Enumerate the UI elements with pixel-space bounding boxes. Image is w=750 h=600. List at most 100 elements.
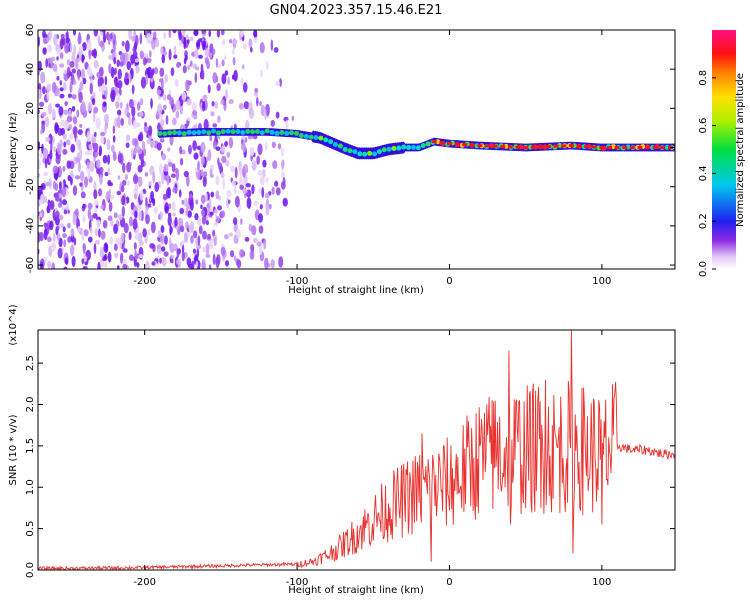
- spectrogram-noise-cell: [149, 242, 155, 249]
- spectrogram-noise-cell: [70, 228, 75, 237]
- spectrogram-noise-cell: [110, 66, 115, 79]
- spectrogram-noise-cell: [42, 85, 46, 95]
- spectrogram-noise-cell: [220, 30, 225, 36]
- spectrogram-noise-cell: [259, 42, 265, 54]
- spectrogram-noise-cell: [38, 231, 41, 243]
- spectrogram-noise-cell: [271, 186, 275, 195]
- spectrogram-noise-cell: [93, 60, 99, 69]
- spectrogram-ridge-core: [323, 137, 329, 143]
- spectrogram-noise-cell: [70, 143, 76, 153]
- spectrogram-noise-cell: [139, 32, 143, 45]
- spectrogram-noise-cell: [50, 57, 53, 68]
- spectrogram-noise-cell: [89, 226, 93, 234]
- spectrogram-noise-cell: [96, 167, 100, 175]
- spectrogram-noise-cell: [215, 175, 220, 186]
- spectrogram-frame: [37, 29, 676, 270]
- spectrogram-noise-cell: [93, 142, 99, 153]
- spectrogram-noise-cell: [67, 236, 72, 243]
- spectrogram-noise-cell: [179, 157, 184, 166]
- spectrogram-noise-cell: [160, 77, 164, 90]
- spectrogram-noise-cell: [160, 46, 164, 55]
- spectrogram-noise-cell: [133, 30, 136, 38]
- spectrogram-noise-cell: [61, 205, 65, 212]
- spectrogram-noise-cell: [238, 176, 243, 187]
- spectrogram-noise-cell: [183, 36, 187, 48]
- spectrogram-noise-cell: [73, 79, 77, 86]
- spectrogram-noise-cell: [143, 161, 146, 167]
- spectrogram-noise-cell: [216, 30, 221, 38]
- spectrogram-noise-cell: [153, 206, 158, 214]
- spectrogram-noise-cell: [207, 149, 212, 162]
- spectrogram-noise-cell: [220, 145, 226, 153]
- spectrogram-noise-cell: [38, 36, 41, 47]
- spectrogram-noise-cell: [182, 65, 187, 74]
- spectrogram-noise-cell: [190, 220, 195, 233]
- spectrogram-noise-cell: [126, 61, 132, 70]
- spectrogram-noise-cell: [250, 47, 253, 53]
- spectrogram-noise-cell: [41, 121, 45, 134]
- snr-series-line: [38, 330, 675, 570]
- spectrogram-noise-cell: [136, 101, 141, 111]
- spectrogram-noise-cell: [38, 141, 41, 151]
- spectrogram-noise-cell: [241, 64, 245, 70]
- spectrogram-noise-cell: [108, 63, 112, 74]
- spectrogram-noise-cell: [255, 96, 259, 107]
- snr-y-tick-label: 2.0: [25, 397, 36, 413]
- spectrogram-noise-cell: [133, 138, 139, 147]
- spectrogram-noise-cell: [275, 111, 280, 119]
- spectrogram-noise-cell: [190, 235, 194, 244]
- spectrogram-noise-cell: [111, 144, 115, 153]
- spectrogram-ridge-core: [391, 145, 397, 151]
- spectrogram-noise-cell: [138, 210, 142, 221]
- spectrogram-noise-cell: [179, 146, 183, 155]
- spectrogram-noise-cell: [168, 30, 172, 39]
- spectrogram-noise-cell: [63, 69, 68, 75]
- spectrogram-noise-cell: [192, 140, 198, 151]
- spectrogram-noise-cell: [116, 92, 121, 102]
- spectrogram-y-tick-label: -20: [25, 179, 36, 195]
- spectrogram-noise-cell: [282, 177, 286, 186]
- spectrogram-noise-cell: [178, 189, 182, 198]
- spectrogram-noise-cell: [96, 159, 101, 169]
- spectrogram-noise-cell: [202, 94, 208, 101]
- spectrogram-ridge-peak: [584, 145, 590, 149]
- spectrogram-noise-cell: [144, 122, 147, 127]
- spectrogram-noise-cell: [94, 207, 98, 213]
- snr-y-axis: 0.0 0.5 1.0 1.5 2.0 2.5: [25, 355, 675, 578]
- spectrogram-noise-cell: [195, 199, 199, 205]
- spectrogram-noise-cell: [202, 43, 205, 51]
- spectrogram-ridge-core: [328, 139, 334, 145]
- spectrogram-noise-cell: [249, 250, 254, 260]
- spectrogram-noise-cell: [262, 168, 266, 178]
- spectrogram-noise-cell: [186, 257, 192, 267]
- spectrogram-noise-cell: [265, 177, 269, 183]
- spectrogram-noise-cell: [159, 257, 162, 264]
- spectrogram-x-tick-label: 0: [446, 276, 452, 287]
- spectrogram-noise-cell: [250, 244, 255, 252]
- snr-x-tick-label: 0: [446, 577, 452, 588]
- spectrogram-noise-cell: [66, 66, 71, 79]
- spectrogram-noise-cell: [138, 131, 144, 142]
- spectrogram-ridge-core: [415, 145, 421, 151]
- spectrogram-ridge-core: [196, 129, 202, 135]
- spectrogram-ridge-peak: [622, 146, 628, 150]
- spectrogram-noise-cell: [52, 63, 58, 72]
- spectrogram-noise-cell: [94, 228, 99, 237]
- spectrogram-noise-cell: [242, 189, 248, 194]
- spectrogram-noise-cell: [59, 52, 64, 60]
- spectrogram-ridge-core: [318, 135, 324, 141]
- colorbar-label: Normalized spectral amplitude: [735, 73, 746, 227]
- spectrogram-noise-cell: [102, 85, 108, 91]
- spectrogram-noise-cell: [161, 257, 167, 267]
- spectrogram-noise-cell: [87, 236, 93, 243]
- spectrogram-noise-cell: [285, 119, 289, 131]
- spectrogram-noise-cell: [48, 30, 53, 40]
- spectrogram-noise-cell: [178, 31, 182, 41]
- spectrogram-noise-cell: [176, 62, 181, 69]
- spectrogram-ridge-core: [401, 144, 407, 150]
- spectrogram-noise-cell: [160, 246, 166, 252]
- spectrogram-noise-cell: [110, 91, 116, 103]
- spectrogram-noise-cell: [266, 61, 269, 70]
- spectrogram-noise-cell: [225, 88, 228, 100]
- spectrogram-y-tick-label: 40: [25, 63, 36, 76]
